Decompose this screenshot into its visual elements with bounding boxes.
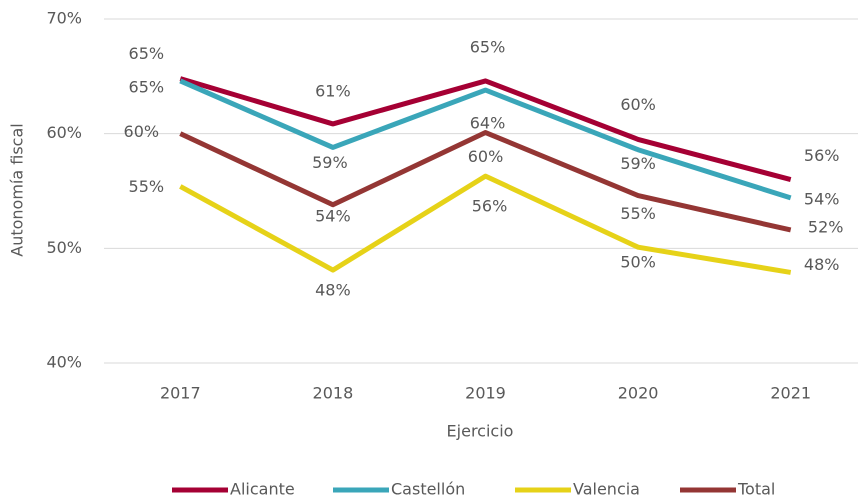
data-label: 59% <box>312 153 348 172</box>
y-tick-label: 50% <box>46 238 82 257</box>
data-label: 54% <box>315 206 351 225</box>
y-tick-label: 40% <box>46 353 82 372</box>
data-label: 55% <box>620 204 656 223</box>
x-tick-label: 2021 <box>770 384 811 403</box>
legend-label: Castellón <box>391 480 465 498</box>
data-label: 55% <box>129 177 165 196</box>
x-axis-title: Ejercicio <box>447 422 514 441</box>
data-label: 65% <box>129 77 165 96</box>
legend-label: Total <box>737 480 775 498</box>
y-axis-title: Autonomía fiscal <box>8 123 27 256</box>
x-tick-label: 2017 <box>160 384 201 403</box>
data-label: 65% <box>470 37 506 56</box>
data-label: 48% <box>804 255 840 274</box>
data-label: 54% <box>804 189 840 208</box>
data-label: 60% <box>124 122 160 141</box>
y-tick-label: 70% <box>46 9 82 28</box>
series-line <box>179 130 792 233</box>
data-label: 61% <box>315 81 351 100</box>
series-line <box>179 76 792 182</box>
data-label: 56% <box>472 197 508 216</box>
data-label: 64% <box>470 114 506 133</box>
data-label: 52% <box>808 217 844 236</box>
data-label: 56% <box>804 146 840 165</box>
x-tick-label: 2019 <box>465 384 506 403</box>
legend-label: Valencia <box>573 480 640 498</box>
legend-label: Alicante <box>230 480 295 498</box>
data-label: 48% <box>315 281 351 300</box>
data-label: 60% <box>468 147 504 166</box>
data-label: 50% <box>620 253 656 272</box>
data-label: 65% <box>129 44 165 63</box>
series-line <box>179 78 792 201</box>
data-label: 59% <box>620 154 656 173</box>
x-tick-label: 2020 <box>618 384 659 403</box>
data-label: 60% <box>620 95 656 114</box>
x-tick-label: 2018 <box>313 384 354 403</box>
y-tick-label: 60% <box>46 123 82 142</box>
series-line <box>179 173 792 275</box>
